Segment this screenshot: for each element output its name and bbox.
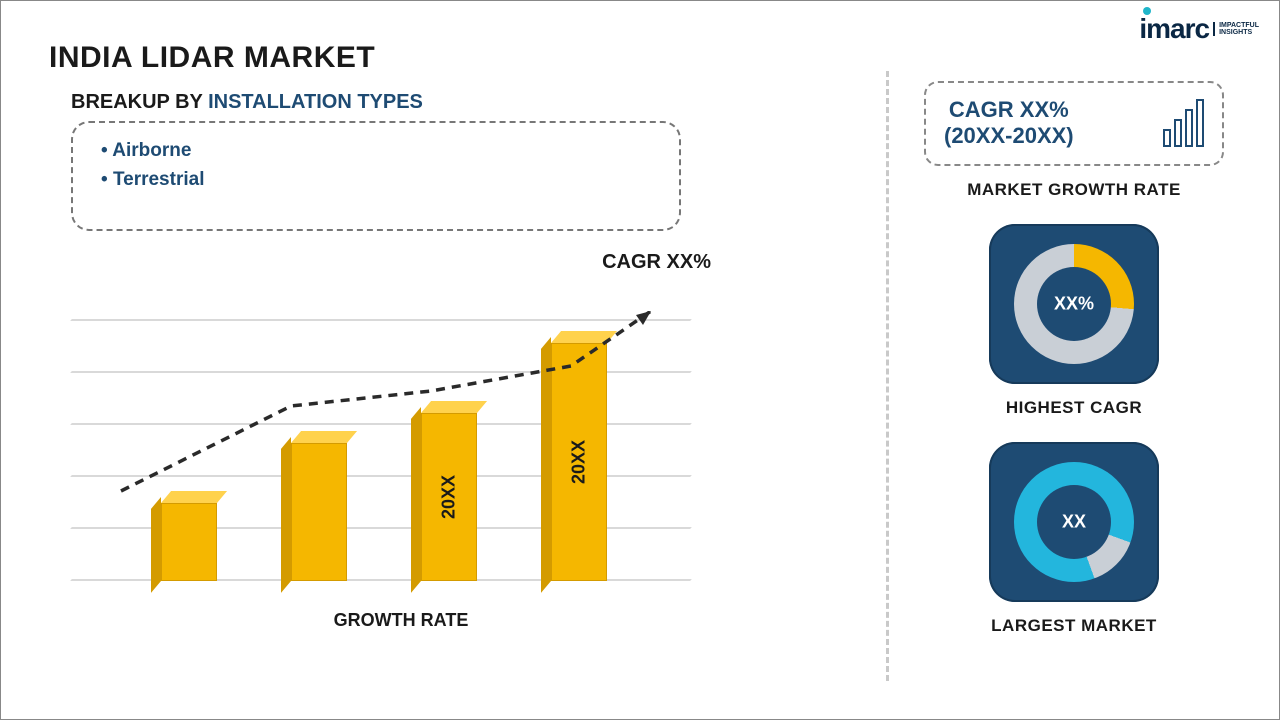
- chart-bar: 20XX: [421, 401, 477, 581]
- list-item: • Terrestrial: [101, 166, 651, 195]
- chart-bar: [161, 491, 217, 581]
- metric-label: MARKET GROWTH RATE: [967, 180, 1181, 200]
- bar-year-label: 20XX: [569, 440, 590, 484]
- donut-chart-icon: XX: [1014, 462, 1134, 582]
- growth-bar-chart: CAGR XX% 20XX20XX GROWTH RATE: [71, 281, 731, 641]
- metrics-sidebar: CAGR XX%(20XX-20XX) MARKET GROWTH RATE X…: [909, 81, 1239, 636]
- cagr-period-text: CAGR XX%(20XX-20XX): [944, 97, 1074, 150]
- cagr-annotation: CAGR XX%: [602, 251, 711, 274]
- breakup-heading: BREAKUP BY INSTALLATION TYPES: [71, 91, 423, 114]
- largest-market-tile: XX: [989, 442, 1159, 602]
- chart-bar: [291, 431, 347, 581]
- chart-axis-label: GROWTH RATE: [334, 610, 469, 631]
- logo-tagline: IMPACTFULINSIGHTS: [1213, 22, 1259, 36]
- highest-cagr-tile: XX%: [989, 224, 1159, 384]
- donut-value: XX%: [1054, 293, 1094, 314]
- metric-label: HIGHEST CAGR: [1006, 398, 1142, 418]
- market-growth-box: CAGR XX%(20XX-20XX): [924, 81, 1224, 166]
- chart-bar: 20XX: [551, 331, 607, 581]
- brand-logo: imarc IMPACTFULINSIGHTS: [1139, 13, 1259, 45]
- breakup-types-box: • Airborne • Terrestrial: [71, 121, 681, 231]
- bar-year-label: 20XX: [439, 475, 460, 519]
- growth-bars-icon: [1163, 99, 1204, 147]
- logo-text: imarc: [1139, 13, 1209, 45]
- list-item: • Airborne: [101, 137, 651, 166]
- page-title: INDIA LIDAR MARKET: [49, 41, 375, 75]
- vertical-divider: [886, 71, 889, 681]
- chart-plot-area: 20XX 20XX: [71, 321, 691, 581]
- donut-chart-icon: XX%: [1014, 244, 1134, 364]
- donut-value: XX: [1062, 511, 1086, 532]
- metric-label: LARGEST MARKET: [991, 616, 1157, 636]
